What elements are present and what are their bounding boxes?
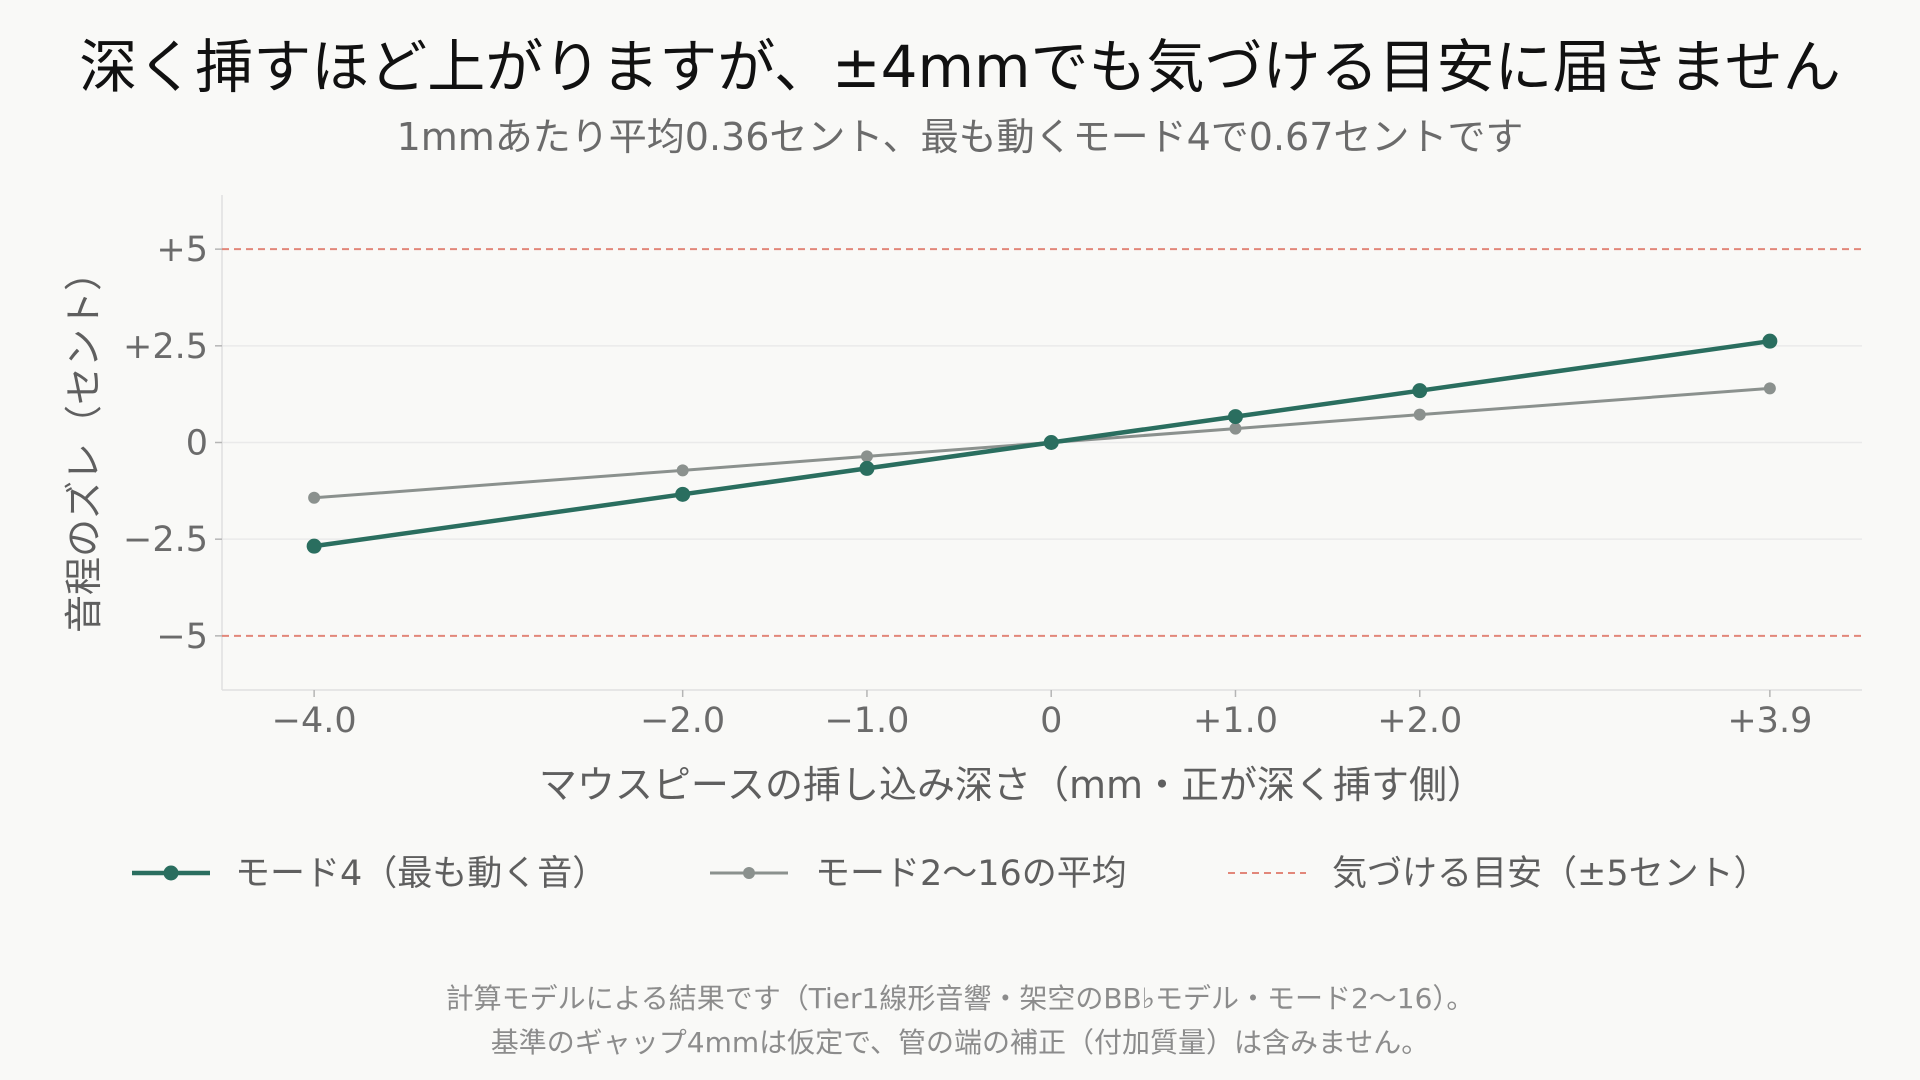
y-tick-label-4: −5 <box>156 617 208 657</box>
series-1-point-0 <box>308 491 321 504</box>
y-tick-label-2: 0 <box>186 424 208 464</box>
chart-subtitle: 1mmあたり平均0.36セント、最も動くモード4で0.67セントです <box>397 115 1524 159</box>
y-tick-label-3: −2.5 <box>123 520 208 560</box>
x-tick-label-3: 0 <box>1040 701 1062 741</box>
series-0-point-1 <box>675 486 691 502</box>
series-0-point-3 <box>1043 435 1059 450</box>
legend-swatch-marker-1 <box>743 867 755 879</box>
legend-label-0: モード4（最も動く音） <box>235 854 607 894</box>
x-tick-label-5: +2.0 <box>1377 701 1462 741</box>
y-axis-label: 音程のズレ（セント） <box>62 253 106 633</box>
legend: モード4（最も動く音） モード2〜16の平均 気づける目安（±5セント） <box>132 854 1769 894</box>
series-0-point-4 <box>1227 409 1243 425</box>
series-0-point-2 <box>859 460 875 476</box>
x-tick-label-1: −2.0 <box>640 701 725 741</box>
series-1-point-1 <box>676 464 689 477</box>
y-tick-label-0: +5 <box>156 230 208 270</box>
legend-swatch-marker-0 <box>163 865 179 881</box>
x-tick-label-4: +1.0 <box>1193 701 1278 741</box>
x-tick-label-6: +3.9 <box>1727 701 1812 741</box>
plot-area: +5 +2.5 0 −2.5 −5 −4.0 −2.0 −1.0 0 +1.0 +2.0 +3.9 <box>123 195 1862 741</box>
x-tick-label-0: −4.0 <box>272 701 357 741</box>
series-line-0 <box>313 338 1771 549</box>
series-1-point-6 <box>1763 382 1776 395</box>
chart-title: 深く挿すほど上がりますが、±4mmでも気づける目安に届きません <box>79 33 1841 101</box>
y-tick-label-1: +2.5 <box>123 327 208 367</box>
legend-label-1: モード2〜16の平均 <box>815 854 1127 894</box>
series-0-point-6 <box>1762 333 1778 349</box>
series-1-point-5 <box>1413 408 1426 421</box>
series-1-point-2 <box>860 450 873 463</box>
x-tick-label-2: −1.0 <box>824 701 909 741</box>
legend-label-2: 気づける目安（±5セント） <box>1332 854 1769 894</box>
footnote-line-2: 基準のギャップ4mmは仮定で、管の端の補正（付加質量）は含みません。 <box>491 1026 1429 1059</box>
series-0-point-5 <box>1412 383 1428 399</box>
series-0-point-0 <box>306 538 322 554</box>
series-1-point-4 <box>1229 422 1242 435</box>
x-axis-label: マウスピースの挿し込み深さ（mm・正が深く挿す側） <box>539 763 1485 807</box>
footnote-line-1: 計算モデルによる結果です（Tier1線形音響・架空のBB♭モデル・モード2〜16… <box>446 982 1475 1015</box>
